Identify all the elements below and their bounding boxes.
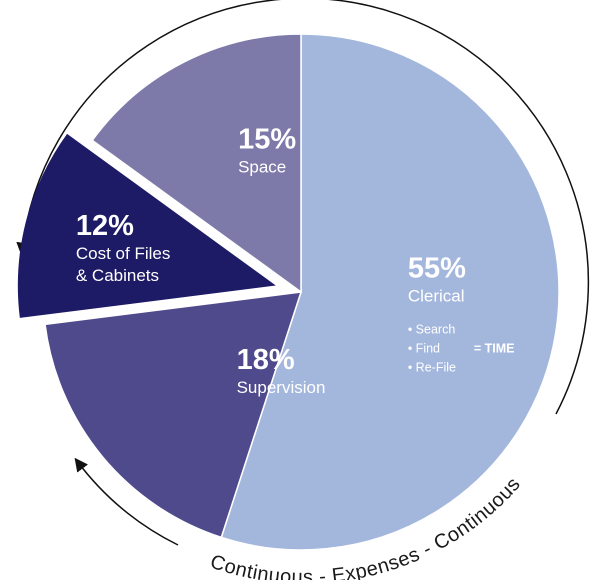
- pie-slice-cost-of-files: [17, 133, 276, 318]
- slice-note-suffix: = TIME: [474, 341, 515, 355]
- slice-percent-label: 15%: [238, 124, 296, 156]
- slice-name-label: Cost of Files: [76, 244, 170, 263]
- slice-name-label: Supervision: [237, 378, 326, 397]
- pie-slices: [17, 33, 560, 551]
- slice-name-label: & Cabinets: [76, 266, 159, 285]
- slice-name-label: Clerical: [408, 286, 465, 305]
- pie-slice-clerical: [220, 33, 560, 551]
- slice-percent-label: 12%: [76, 210, 134, 242]
- cycle-arrow-main: [16, 0, 590, 415]
- slice-note-item: • Find: [408, 341, 440, 355]
- slice-labels: 55% Clerical • Search • Find • Re-File = TIME…: [76, 124, 515, 398]
- slice-note-item: • Search: [408, 322, 456, 336]
- pie-slice-supervision: [44, 291, 303, 539]
- slice-name-label: Space: [238, 158, 286, 177]
- slice-note-item: • Re-File: [408, 360, 456, 374]
- slice-percent-label: 18%: [237, 344, 295, 376]
- pie-slice-space: [91, 33, 302, 294]
- cycle-arrow-lower: [74, 457, 179, 546]
- slice-percent-label: 55%: [408, 252, 466, 284]
